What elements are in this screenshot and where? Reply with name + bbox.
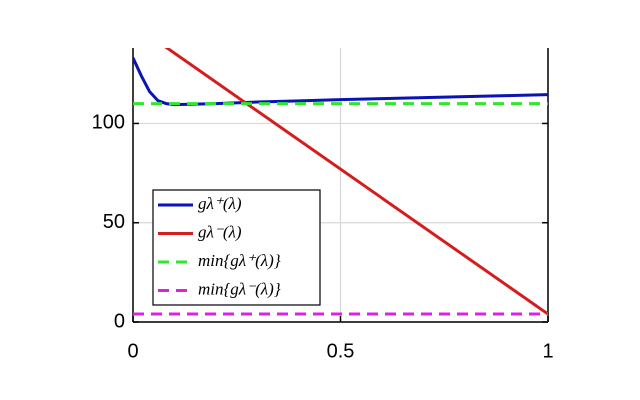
x-tick-label: 1 [542,340,553,362]
legend-label: min{gλ⁻(λ)} [198,279,281,298]
x-tick-label: 0.5 [327,340,355,362]
legend-box [152,189,321,306]
series-line [133,57,548,107]
legend-label: min{gλ⁺(λ)} [198,251,281,270]
y-tick-label: 0 [114,310,125,332]
legend-label: gλ⁺(λ) [198,194,242,213]
y-tick-label: 100 [92,112,125,134]
y-tick-label: 50 [103,211,125,233]
series-line [164,48,548,316]
x-tick-label: 0 [127,340,138,362]
plot-area [133,48,548,316]
legend-label: gλ⁻(λ) [198,222,242,241]
